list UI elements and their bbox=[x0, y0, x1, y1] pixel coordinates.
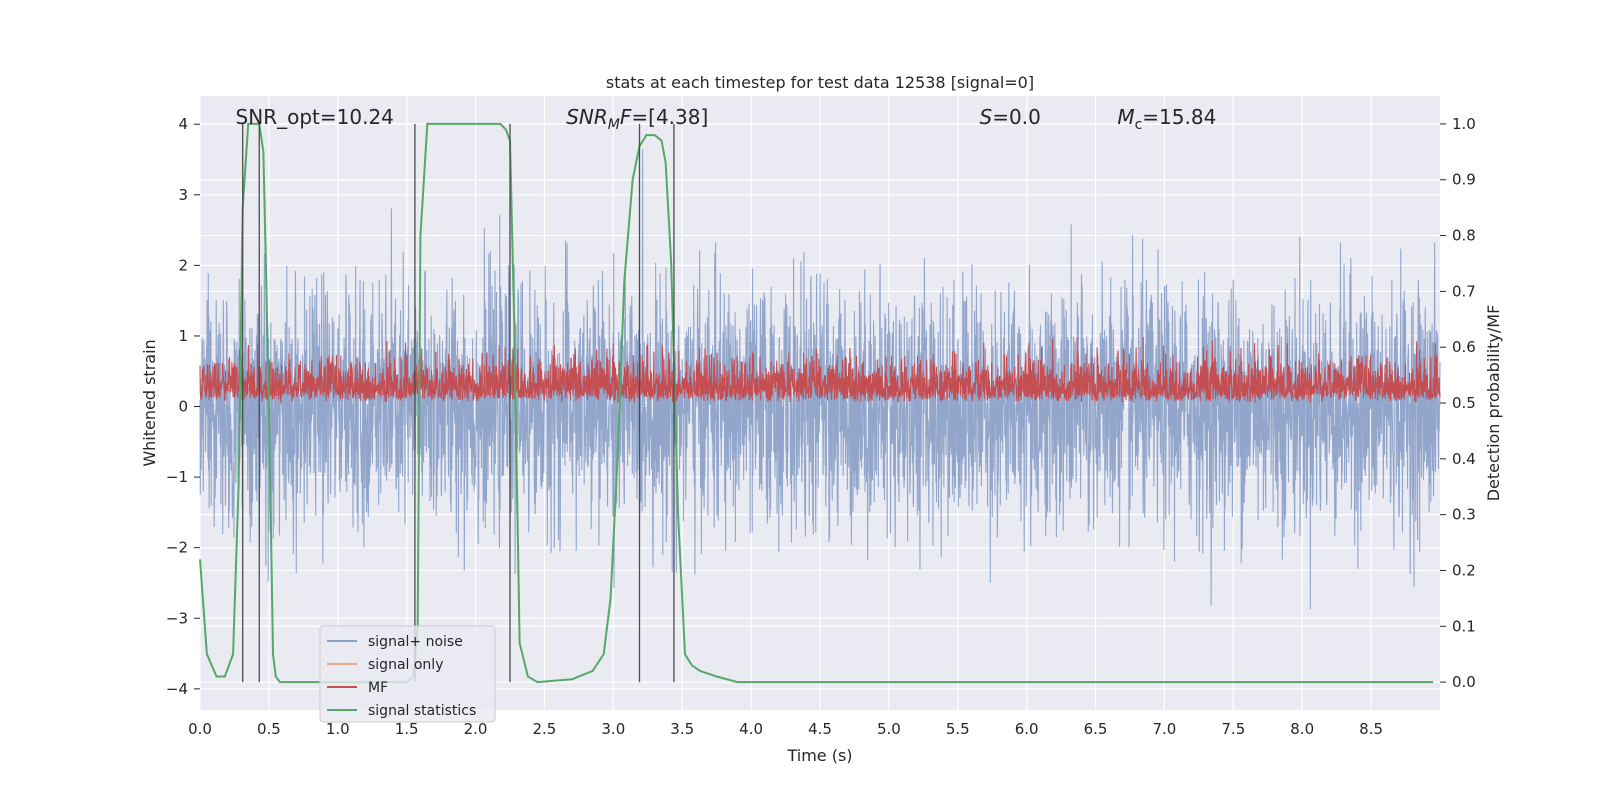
y-axis-label: Whitened strain bbox=[140, 339, 159, 466]
y-tick-label: −4 bbox=[166, 680, 188, 698]
x-tick-label: 4.0 bbox=[739, 720, 763, 738]
y-tick-labels: −4 −3 −2 −1 0 1 2 3 4 bbox=[166, 115, 200, 698]
x-tick-label: 8.5 bbox=[1359, 720, 1383, 738]
mf-line bbox=[199, 336, 1441, 403]
y-right-tick-label: 0.3 bbox=[1452, 506, 1476, 524]
legend-box bbox=[319, 625, 496, 723]
signal-statistics-line bbox=[199, 122, 1434, 684]
y-right-tick-labels: 0.0 0.1 0.2 0.3 0.4 0.5 0.6 0.7 0.8 0.9 1.0 bbox=[1440, 115, 1476, 691]
chart-title: stats at each timestep for test data 125… bbox=[606, 73, 1034, 92]
x-tick-label: 6.0 bbox=[1015, 720, 1039, 738]
y-right-tick-label: 1.0 bbox=[1452, 115, 1476, 133]
x-tick-labels: 0.0 0.5 1.0 1.5 2.0 2.5 3.0 3.5 4.0 4.5 5.0 5.5 6.0 6… bbox=[188, 720, 1383, 738]
y-right-tick-label: 0.0 bbox=[1452, 673, 1476, 691]
annotation: S=0.0 bbox=[980, 105, 1041, 129]
y-right-tick-label: 0.5 bbox=[1452, 394, 1476, 412]
y-right-tick-label: 0.8 bbox=[1452, 227, 1476, 245]
mf-series bbox=[199, 336, 1441, 403]
y-right-tick-label: 0.2 bbox=[1452, 561, 1476, 579]
x-tick-label: 3.0 bbox=[601, 720, 625, 738]
x-tick-label: 6.5 bbox=[1084, 720, 1108, 738]
legend-label: signal+ noise bbox=[368, 634, 463, 650]
y-right-axis-label: Detection probability/MF bbox=[1484, 305, 1503, 502]
y-tick-label: 4 bbox=[178, 115, 188, 133]
x-tick-label: 0.5 bbox=[257, 720, 281, 738]
x-tick-label: 5.0 bbox=[877, 720, 901, 738]
x-tick-label: 2.5 bbox=[533, 720, 557, 738]
x-tick-label: 8.0 bbox=[1290, 720, 1314, 738]
annotation: SNRMF=[4.38] bbox=[566, 105, 708, 133]
x-tick-label: 5.5 bbox=[946, 720, 970, 738]
x-tick-label: 1.0 bbox=[326, 720, 350, 738]
x-tick-label: 7.0 bbox=[1153, 720, 1177, 738]
vertical-markers bbox=[242, 123, 675, 683]
annotations: SNR_opt=10.24 SNRMF=[4.38] S=0.0 Mc=15.84 bbox=[236, 105, 1217, 133]
y-tick-label: −3 bbox=[166, 609, 188, 627]
legend: signal+ noise signal only MF signal statist… bbox=[319, 625, 496, 723]
y-tick-label: 3 bbox=[178, 186, 188, 204]
y-tick-label: 2 bbox=[178, 256, 188, 274]
x-axis-label: Time (s) bbox=[786, 746, 852, 765]
signal-statistics-series bbox=[199, 122, 1434, 684]
y-right-tick-label: 0.1 bbox=[1452, 617, 1476, 635]
x-tick-label: 3.5 bbox=[670, 720, 694, 738]
legend-label: signal statistics bbox=[368, 703, 476, 719]
legend-label: MF bbox=[368, 680, 388, 696]
legend-label: signal only bbox=[368, 657, 443, 673]
y-tick-label: −2 bbox=[166, 539, 188, 557]
y-right-tick-label: 0.7 bbox=[1452, 282, 1476, 300]
y-right-tick-label: 0.6 bbox=[1452, 338, 1476, 356]
y-right-tick-label: 0.4 bbox=[1452, 450, 1476, 468]
y-tick-label: −1 bbox=[166, 468, 188, 486]
annotation: Mc=15.84 bbox=[1117, 105, 1216, 133]
x-tick-label: 0.0 bbox=[188, 720, 212, 738]
x-tick-label: 1.5 bbox=[395, 720, 419, 738]
y-tick-label: 1 bbox=[178, 327, 188, 345]
x-tick-label: 2.0 bbox=[464, 720, 488, 738]
y-right-tick-label: 0.9 bbox=[1452, 171, 1476, 189]
annotation: SNR_opt=10.24 bbox=[236, 105, 394, 129]
x-tick-label: 4.5 bbox=[808, 720, 832, 738]
y-tick-label: 0 bbox=[178, 398, 188, 416]
x-tick-label: 7.5 bbox=[1221, 720, 1245, 738]
